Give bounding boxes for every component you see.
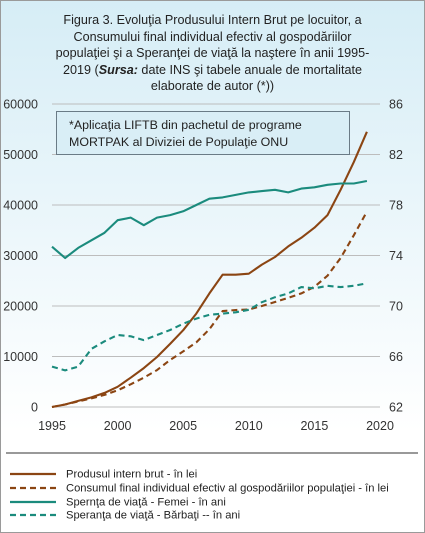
left-tick-label: 40000 (3, 199, 38, 213)
right-tick-label: 70 (389, 300, 403, 314)
note-line-2: MORTPAK al Diviziei de Populaţie ONU (69, 135, 289, 149)
x-tick-label: 2005 (169, 419, 197, 433)
right-tick-label: 82 (389, 148, 403, 162)
title-line-1: Figura 3. Evoluţia Produsului Intern Bru… (63, 13, 362, 27)
left-tick-label: 60000 (3, 98, 38, 112)
legend: Produsul intern brut - în lei Consumul fi… (6, 452, 418, 522)
title-line-4-start: 2019 ( (63, 62, 99, 77)
title-line-4-end: date INS şi tabele anuale de mortalitate (137, 62, 362, 77)
x-tick-label: 2000 (104, 419, 132, 433)
left-tick-label: 0 (31, 401, 38, 415)
left-tick-label: 20000 (3, 300, 38, 314)
right-tick-label: 74 (389, 249, 403, 263)
x-tick-label: 1995 (38, 419, 66, 433)
series-line-4 (51, 282, 368, 372)
note-box: *Aplicaţia LIFTB din pachetul de program… (56, 111, 350, 155)
note-line-1: *Aplicaţia LIFTB din pachetul de program… (69, 118, 302, 132)
left-tick-label: 50000 (3, 148, 38, 162)
right-tick-label: 78 (389, 199, 403, 213)
legend-label-2: Consumul final individual efectiv al gos… (66, 483, 389, 495)
series-line-3 (51, 179, 368, 260)
series-line-1 (51, 131, 368, 409)
legend-label-3: Spernţa de viaţă - Femei - în ani (66, 497, 226, 509)
right-tick-label: 86 (389, 98, 403, 112)
right-tick-label: 62 (389, 401, 403, 415)
title-line-2: Consumului final individual efectiv al g… (73, 29, 352, 44)
series-lines (51, 131, 368, 409)
left-tick-label: 30000 (3, 249, 38, 263)
x-axis-ticks: 1995 2000 2005 2010 2015 2020 (38, 419, 394, 433)
title-line-3: populaţiei şi a Speranţei de viaţă la na… (55, 46, 370, 60)
right-tick-label: 66 (389, 350, 403, 364)
legend-label-4: Speranţa de viaţă - Bărbaţi -- în ani (66, 510, 240, 522)
left-axis-ticks: 0 10000 20000 30000 40000 50000 60000 (3, 98, 38, 415)
chart-title: Figura 3. Evoluţia Produsului Intern Bru… (8, 12, 417, 95)
title-line-4: 2019 (Sursa: date INS şi tabele anuale d… (8, 62, 417, 79)
x-tick-label: 2015 (300, 419, 328, 433)
x-tick-label: 2020 (366, 419, 394, 433)
series-line-2 (51, 211, 368, 409)
right-axis-ticks: 62 66 70 74 78 82 86 (389, 98, 403, 415)
title-source-label: Sursa: (98, 62, 138, 77)
legend-label-1: Produsul intern brut - în lei (66, 469, 197, 481)
left-tick-label: 10000 (3, 350, 38, 364)
title-line-5: elaborate de autor (*)) (150, 79, 275, 93)
x-tick-label: 2010 (235, 419, 263, 433)
